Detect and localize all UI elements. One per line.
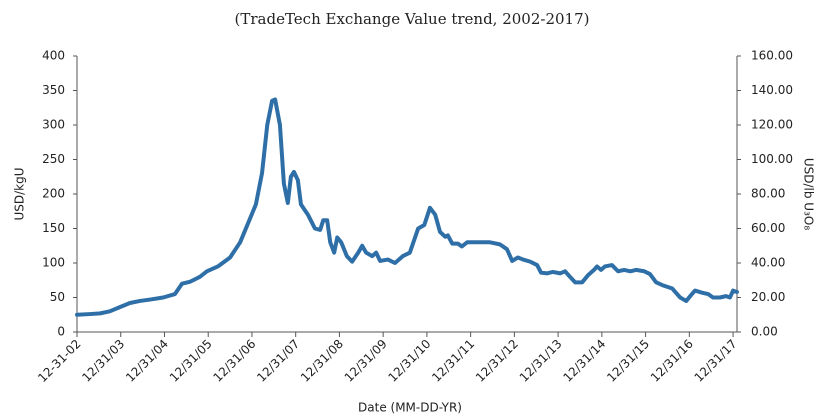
line-series	[75, 97, 739, 317]
y2-axis-label: USD/lb U₃O₈	[802, 158, 816, 230]
y2-tick-label: 160.00	[751, 49, 793, 63]
x-tick-label: 12/31/06	[211, 337, 259, 385]
x-tick-label: 12/31/13	[517, 337, 565, 385]
y-tick-label: 350	[42, 83, 65, 97]
x-tick-label: 12-31-02	[35, 337, 83, 385]
x-tick-label: 12/31/04	[123, 337, 171, 385]
y2-tick-label: 40.00	[751, 256, 785, 270]
x-tick-label: 12/31/08	[298, 337, 346, 385]
y2-tick-label: 140.00	[751, 83, 793, 97]
y2-tick-label: 20.00	[751, 290, 785, 304]
x-tick-label: 12/31/07	[254, 337, 302, 385]
y2-tick-label: 0.00	[751, 325, 778, 339]
x-tick-label: 12/31/03	[79, 337, 127, 385]
x-tick-label: 12/31/12	[473, 337, 521, 385]
y-tick-label: 150	[42, 221, 65, 235]
x-tick-label: 12/31/11	[429, 337, 477, 385]
y-tick-label: 50	[50, 290, 65, 304]
y-tick-label: 250	[42, 152, 65, 166]
x-tick-label: 12/31/09	[342, 337, 390, 385]
y-tick-label: 100	[42, 256, 65, 270]
y2-tick-label: 60.00	[751, 221, 785, 235]
y-tick-label: 400	[42, 49, 65, 63]
x-tick-label: 12/31/15	[604, 337, 652, 385]
x-tick-label: 12/31/16	[648, 337, 696, 385]
x-tick-label: 12/31/10	[385, 337, 433, 385]
x-tick-label: 12/31/17	[692, 337, 740, 385]
x-tick-label: 12/31/14	[560, 337, 608, 385]
y-tick-label: 0	[57, 325, 65, 339]
x-axis-label: Date (MM-DD-YR)	[358, 401, 462, 415]
y-tick-label: 300	[42, 118, 65, 132]
x-tick-label: 12/31/05	[167, 337, 215, 385]
y-tick-label: 200	[42, 187, 65, 201]
chart-title: (TradeTech Exchange Value trend, 2002-20…	[235, 10, 590, 28]
y-axis-label: USD/kgU	[13, 167, 27, 220]
y2-tick-label: 100.00	[751, 152, 793, 166]
y2-tick-label: 120.00	[751, 118, 793, 132]
y2-tick-label: 80.00	[751, 187, 785, 201]
